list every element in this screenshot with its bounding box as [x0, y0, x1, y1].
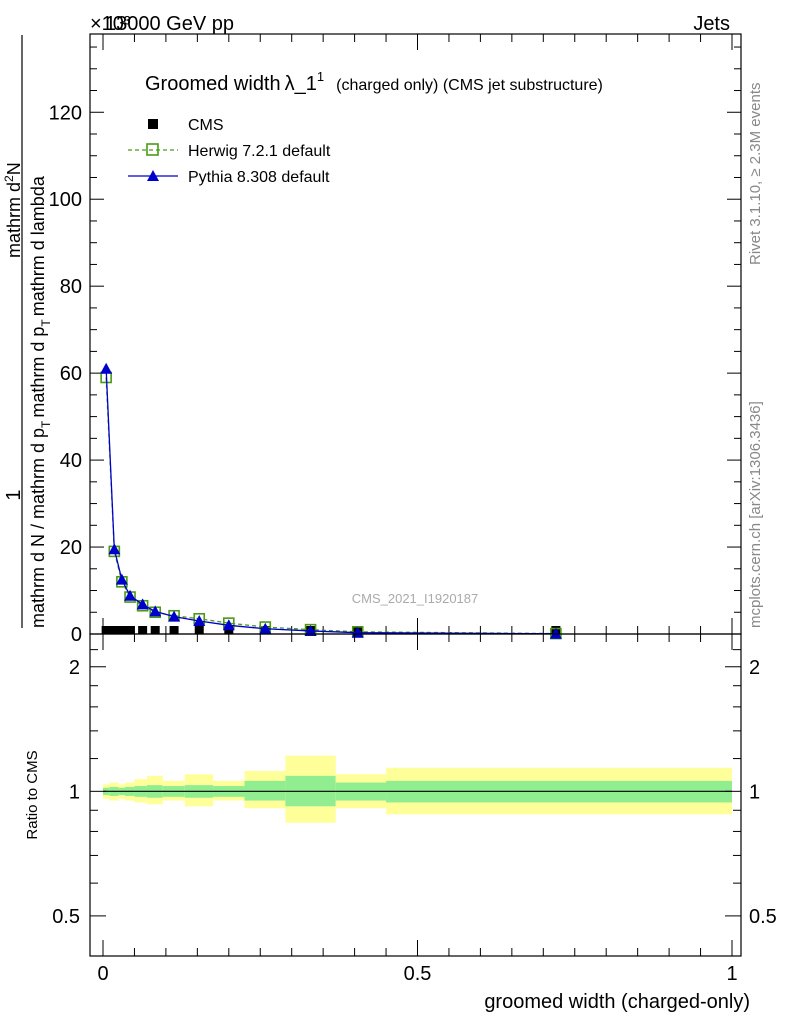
ratio-y-tick-label-right: 0.5 [749, 906, 777, 928]
pythia-data-point [100, 362, 113, 374]
y-label-denominator: mathrm d N / mathrm d pTmathrm d pTmathr… [28, 175, 53, 628]
pythia-data-point [168, 610, 181, 622]
pythia-data-point [136, 598, 149, 610]
legend-label-herwig: Herwig 7.2.1 default [188, 143, 331, 160]
y-label-num-main: mathrm d [4, 182, 24, 258]
rivet-label: Rivet 3.1.10, ≥ 2.3M events [747, 83, 764, 266]
x-axis-label: groomed width (charged-only) [484, 991, 750, 1013]
pythia-data-point [193, 614, 206, 626]
main-y-tick-label: 60 [60, 363, 82, 385]
energy-label: 13000 GeV pp [105, 13, 234, 35]
stat-uncertainty-band [244, 780, 286, 801]
cms-data-point [150, 626, 160, 634]
pythia-data-point [549, 627, 562, 639]
ratio-y-axis-label: Ratio to CMS [24, 750, 41, 839]
y-label-second-numerator: mathrm d2N [2, 162, 24, 258]
title-lambda: λ_1 [285, 73, 317, 95]
cms-data-point [138, 626, 148, 634]
y-label-num-sup: 2 [2, 175, 16, 182]
x-tick-label: 0 [97, 963, 108, 985]
chart-title: Groomed width λ_11 (charged only) (CMS jet… [145, 69, 603, 95]
main-series [100, 362, 562, 640]
ratio-x-ticks: 0 0.5 1 [97, 634, 738, 985]
ratio-bands [103, 755, 732, 823]
mcplots-label: mcplots.cern.ch [arXiv:1306.3436] [747, 401, 764, 628]
y-label-num-rest: N [4, 162, 24, 175]
pythia-data-point [259, 622, 272, 634]
main-x-ticks [102, 34, 733, 634]
process-label: Jets [693, 13, 730, 35]
cms-data-point [169, 626, 179, 634]
main-y-tick-label: 100 [49, 189, 82, 211]
herwig-series-line [105, 377, 556, 635]
main-y-axis-label: 1 mathrm d N / mathrm d pTmathrm d pTmat… [2, 35, 53, 628]
main-y-tick-label: 80 [60, 276, 82, 298]
cms-data-point [109, 626, 119, 634]
ratio-y-ticks: 0.5 0.5 1 1 2 2 [52, 649, 777, 928]
pythia-data-point [124, 589, 137, 601]
ratio-y-tick-label: 0.5 [52, 906, 80, 928]
title-sup: 1 [317, 69, 324, 84]
main-y-tick-label: 0 [71, 624, 82, 646]
ratio-y-tick-label-right: 1 [749, 781, 760, 803]
cms-data-point [194, 626, 204, 634]
pythia-data-point [108, 543, 121, 555]
legend-marker-cms [148, 119, 158, 129]
y-label-den2-sub: T [39, 319, 53, 327]
ratio-frame [89, 633, 742, 957]
legend-label-pythia: Pythia 8.308 default [188, 169, 330, 186]
ratio-y-tick-label: 1 [69, 781, 80, 803]
title-main: Groomed width [145, 73, 281, 95]
cms-data-point [101, 626, 111, 634]
pythia-data-point [115, 573, 128, 585]
ratio-y-tick-label-right: 2 [749, 657, 760, 679]
x-tick-label: 1 [726, 963, 737, 985]
main-y-tick-label: 120 [49, 102, 82, 124]
y-label-den2: mathrm d p [28, 327, 48, 418]
y-label-den2-rest: mathrm d lambda [28, 175, 48, 316]
main-y-tick-label: 20 [60, 537, 82, 559]
y-label-den-main: mathrm d N / mathrm d p [28, 428, 48, 628]
title-rest: (charged only) (CMS jet substructure) [336, 77, 603, 94]
y-exponent-label: ×10³ [90, 13, 131, 35]
legend: CMS Herwig 7.2.1 default Pythia 8.308 de… [128, 117, 331, 186]
pythia-series-line [105, 368, 556, 635]
main-y-ticks: 0 20 40 60 80 100 120 [49, 46, 741, 646]
legend-marker-pythia [147, 170, 159, 181]
pythia-data-point [149, 605, 162, 617]
legend-label-cms: CMS [188, 117, 224, 134]
y-label-den-sub: T [39, 420, 53, 428]
cms-data-point [125, 626, 135, 634]
ratio-panel: 0.5 0.51 12 2 0 0.5 1 Ratio to CMS groomed wi… [24, 633, 777, 1013]
y-label-numerator: 1 [3, 489, 25, 500]
pythia-data-point [222, 619, 235, 631]
x-tick-label: 0.5 [404, 963, 432, 985]
analysis-id: CMS_2021_I1920187 [352, 591, 479, 606]
cms-data-point [117, 626, 127, 634]
pythia-data-point [304, 624, 317, 636]
legend-marker-herwig [146, 143, 159, 156]
ratio-y-tick-label: 2 [69, 657, 80, 679]
main-y-tick-label: 40 [60, 450, 82, 472]
